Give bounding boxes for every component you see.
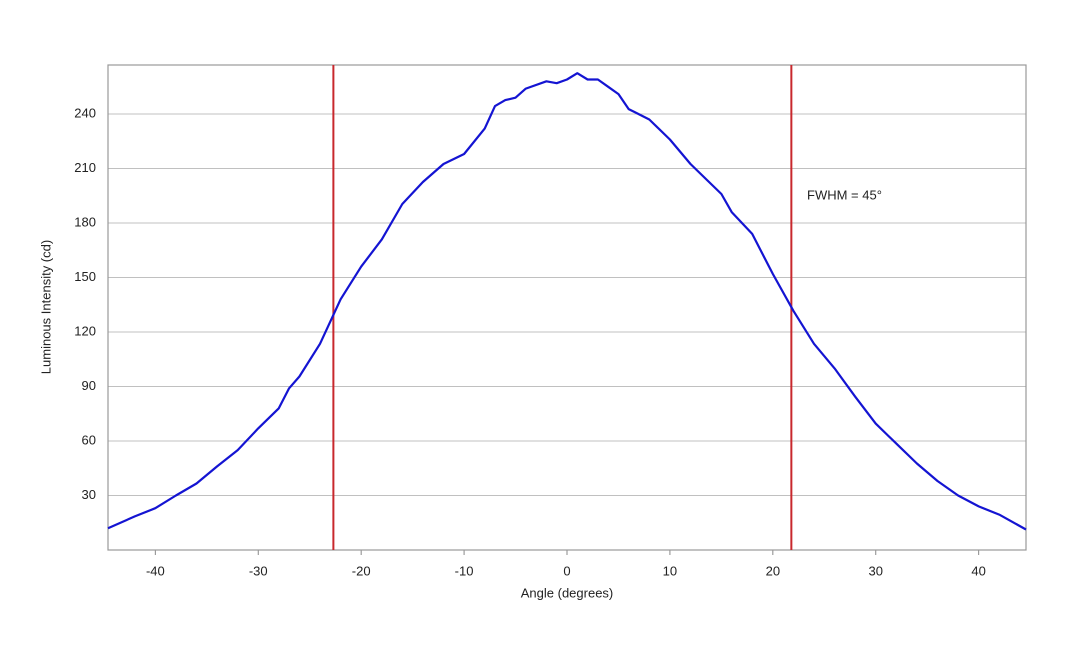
- plot-frame: [107, 64, 1027, 551]
- x-tick-label: 40: [971, 563, 985, 578]
- x-tick-label: 10: [663, 563, 677, 578]
- y-tick-label: 120: [74, 323, 96, 338]
- x-tick-label: -40: [146, 563, 165, 578]
- y-tick-label: 90: [82, 378, 96, 393]
- x-axis-label: Angle (degrees): [521, 585, 614, 600]
- y-tick-label: 180: [74, 214, 96, 229]
- y-tick-label: 240: [74, 105, 96, 120]
- y-axis-label: Luminous Intensity (cd): [38, 240, 53, 374]
- annotation: FWHM = 45°: [807, 187, 882, 202]
- y-tick-label: 30: [82, 487, 96, 502]
- line-series: [107, 72, 1027, 531]
- x-tick-label: -30: [249, 563, 268, 578]
- x-tick-label: 20: [766, 563, 780, 578]
- x-tick-label: -20: [352, 563, 371, 578]
- y-tick-label: 150: [74, 269, 96, 284]
- y-tick-label: 60: [82, 432, 96, 447]
- x-tick-label: -10: [455, 563, 474, 578]
- x-tick-label: 0: [563, 563, 570, 578]
- x-tick-label: 30: [869, 563, 883, 578]
- y-tick-label: 210: [74, 160, 96, 175]
